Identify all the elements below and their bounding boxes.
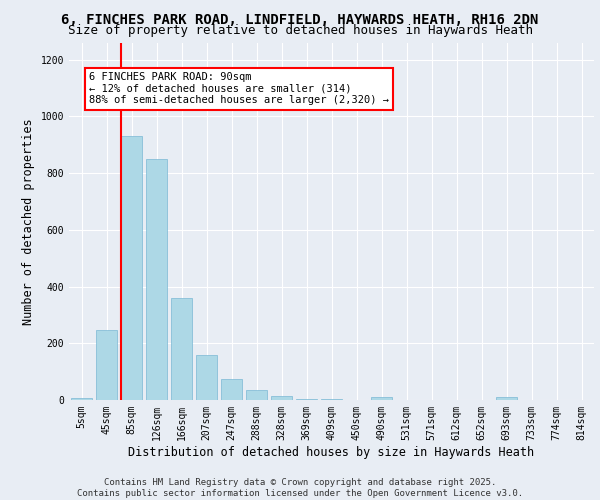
Y-axis label: Number of detached properties: Number of detached properties: [22, 118, 35, 324]
Bar: [171, 298, 192, 400]
Bar: [496, 396, 517, 400]
X-axis label: Distribution of detached houses by size in Haywards Heath: Distribution of detached houses by size …: [128, 446, 535, 458]
Text: Size of property relative to detached houses in Haywards Heath: Size of property relative to detached ho…: [67, 24, 533, 37]
Bar: [246, 390, 267, 400]
Bar: [271, 396, 292, 400]
Text: Contains HM Land Registry data © Crown copyright and database right 2025.
Contai: Contains HM Land Registry data © Crown c…: [77, 478, 523, 498]
Bar: [296, 398, 317, 400]
Bar: [71, 398, 92, 400]
Bar: [146, 160, 167, 400]
Bar: [121, 136, 142, 400]
Bar: [96, 330, 117, 400]
Bar: [221, 378, 242, 400]
Bar: [196, 355, 217, 400]
Text: 6 FINCHES PARK ROAD: 90sqm
← 12% of detached houses are smaller (314)
88% of sem: 6 FINCHES PARK ROAD: 90sqm ← 12% of deta…: [89, 72, 389, 106]
Bar: [371, 397, 392, 400]
Text: 6, FINCHES PARK ROAD, LINDFIELD, HAYWARDS HEATH, RH16 2DN: 6, FINCHES PARK ROAD, LINDFIELD, HAYWARD…: [61, 12, 539, 26]
